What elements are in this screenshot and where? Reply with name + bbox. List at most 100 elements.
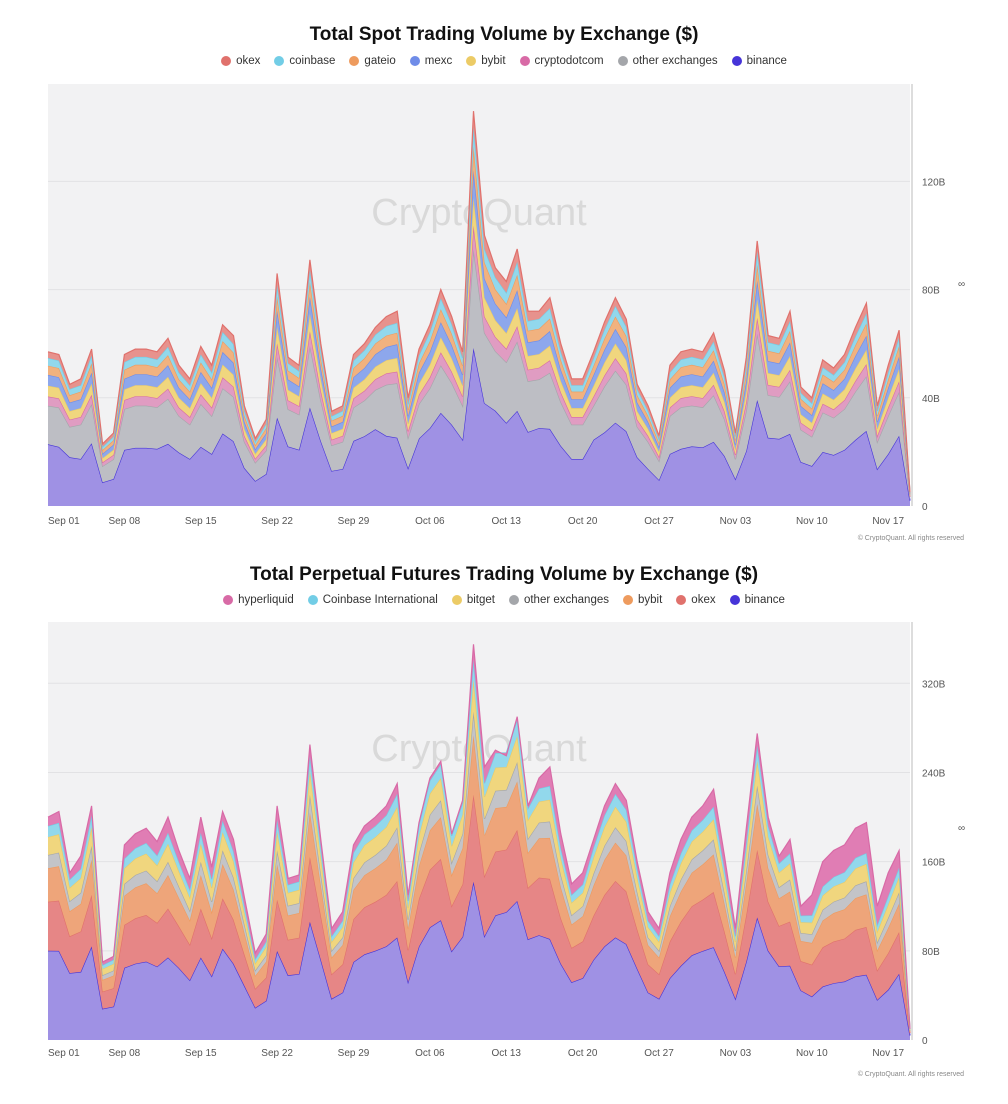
perp-x-tick-label: Oct 13 (492, 1048, 522, 1059)
spot-legend-item-okex[interactable]: okex (221, 55, 260, 67)
spot-area-cryptodotcom[interactable] (48, 225, 910, 498)
perp-y-tick-label: 320B (922, 679, 946, 690)
spot-legend-label-cryptodotcom: cryptodotcom (534, 55, 604, 67)
spot-legend-dot-cryptodotcom (519, 56, 530, 66)
spot-y-tick-label: 0 (922, 502, 928, 513)
spot-area-mexc[interactable] (48, 170, 910, 496)
perp-x-tick-label: Oct 20 (568, 1048, 598, 1059)
perp-area-coinbase-international[interactable] (48, 660, 910, 1030)
perp-legend-item-okex[interactable]: okex (676, 594, 716, 606)
spot-x-tick-label: Sep 22 (261, 516, 293, 527)
perp-legend-label-coinbase-international: Coinbase International (322, 594, 438, 606)
spot-legend-label-bybit: bybit (481, 55, 506, 67)
spot-x-tick-label: Sep 29 (338, 516, 370, 527)
spot-x-tick-label: Oct 13 (492, 516, 522, 527)
spot-legend-item-gateio[interactable]: gateio (349, 55, 396, 67)
spot-x-tick-label: Oct 06 (415, 516, 445, 527)
spot-line-okex (47, 111, 911, 493)
spot-area-okex[interactable] (48, 111, 910, 493)
perp-legend-dot-coinbase-international (307, 595, 318, 605)
perp-area-bybit[interactable] (48, 735, 910, 1034)
perp-x-tick-label: Nov 03 (720, 1048, 752, 1059)
perp-x-tick-label: Sep 08 (109, 1048, 141, 1059)
perp-volume-chart: Total Perpetual Futures Trading Volume b… (0, 558, 1008, 1098)
perp-area-okex[interactable] (48, 794, 910, 1036)
spot-legend-dot-okex (221, 56, 232, 66)
perp-legend-dot-other-exchanges (508, 595, 519, 605)
perp-area-hyperliquid[interactable] (48, 644, 910, 1030)
spot-legend-item-bybit[interactable]: bybit (466, 55, 506, 67)
perp-legend-dot-okex (676, 595, 687, 605)
perp-legend-label-hyperliquid: hyperliquid (238, 594, 294, 606)
perp-y-tick-label: 160B (922, 858, 946, 869)
perp-legend-dot-bitget (451, 595, 462, 605)
spot-legend-dot-mexc (409, 56, 420, 66)
spot-y-tick-label: 80B (922, 286, 940, 297)
spot-chart-title: Total Spot Trading Volume by Exchange ($… (309, 24, 699, 45)
perp-legend-dot-bybit (623, 595, 633, 605)
spot-legend-label-binance: binance (746, 55, 787, 67)
spot-legend-dot-gateio (349, 56, 360, 66)
spot-x-tick-label: Nov 03 (720, 516, 752, 527)
perp-x-tick-label: Nov 10 (796, 1048, 828, 1059)
spot-legend-label-mexc: mexc (424, 55, 453, 67)
perp-legend-label-other-exchanges: other exchanges (523, 594, 609, 606)
perp-legend-item-hyperliquid[interactable]: hyperliquid (223, 594, 294, 606)
spot-area-coinbase[interactable] (48, 126, 910, 494)
spot-legend-item-binance[interactable]: binance (731, 55, 787, 67)
spot-legend-label-okex: okex (236, 55, 261, 67)
spot-legend-item-coinbase[interactable]: coinbase (274, 55, 335, 67)
perp-legend-item-bybit[interactable]: bybit (623, 594, 662, 606)
spot-area-bybit[interactable] (48, 197, 910, 497)
spot-x-tick-label: Sep 08 (109, 516, 141, 527)
perp-x-tick-label: Oct 27 (644, 1048, 674, 1059)
perp-legend-item-coinbase-international[interactable]: Coinbase International (307, 594, 438, 606)
perp-y-tick-label: 240B (922, 768, 946, 779)
perp-legend-item-binance[interactable]: binance (729, 594, 785, 606)
perp-legend-item-bitget[interactable]: bitget (451, 594, 495, 606)
perp-x-tick-label: Sep 29 (338, 1048, 370, 1059)
perp-legend-dot-hyperliquid (223, 595, 234, 605)
perp-y-unit-marker: ∞ (958, 823, 965, 834)
perp-area-binance[interactable] (48, 881, 910, 1040)
perp-x-tick-label: Oct 06 (415, 1048, 445, 1059)
spot-x-tick-label: Oct 20 (568, 516, 598, 527)
spot-y-unit-marker: ∞ (958, 279, 965, 290)
spot-area-gateio[interactable] (48, 146, 910, 495)
spot-legend-dot-other-exchanges (617, 56, 628, 66)
spot-x-tick-label: Sep 15 (185, 516, 217, 527)
perp-legend-label-okex: okex (691, 594, 716, 606)
perp-legend-dot-binance (729, 595, 740, 605)
spot-legend-label-gateio: gateio (364, 55, 396, 67)
perp-legend-label-binance: binance (744, 594, 785, 606)
spot-x-tick-label: Sep 01 (48, 516, 80, 527)
spot-legend-item-mexc[interactable]: mexc (409, 55, 453, 67)
perp-line-hyperliquid (47, 644, 911, 1029)
spot-area-binance[interactable] (48, 348, 910, 506)
spot-area-other-exchanges[interactable] (48, 249, 910, 501)
spot-legend-item-cryptodotcom[interactable]: cryptodotcom (519, 55, 604, 67)
spot-x-tick-label: Nov 10 (796, 516, 828, 527)
spot-legend-item-other-exchanges[interactable]: other exchanges (617, 55, 718, 67)
spot-legend-dot-bybit (466, 56, 477, 66)
perp-x-tick-label: Nov 17 (872, 1048, 904, 1059)
spot-y-tick-label: 120B (922, 177, 946, 188)
spot-y-tick-label: 40B (922, 394, 940, 405)
perp-x-tick-label: Sep 01 (48, 1048, 80, 1059)
spot-volume-chart: Total Spot Trading Volume by Exchange ($… (0, 0, 1008, 550)
perp-legend-item-other-exchanges[interactable]: other exchanges (508, 594, 609, 606)
perp-area-bitget[interactable] (48, 679, 910, 1031)
perp-legend-label-bitget: bitget (466, 594, 495, 606)
perp-x-tick-label: Sep 22 (261, 1048, 293, 1059)
spot-copyright: © CryptoQuant. All rights reserved (857, 535, 964, 542)
perp-area-other-exchanges[interactable] (48, 711, 910, 1032)
spot-legend-label-other-exchanges: other exchanges (632, 55, 718, 67)
perp-y-tick-label: 80B (922, 947, 940, 958)
perp-y-tick-label: 0 (922, 1036, 928, 1047)
spot-x-tick-label: Oct 27 (644, 516, 674, 527)
spot-legend-dot-binance (731, 56, 742, 66)
spot-legend-label-coinbase: coinbase (289, 55, 336, 67)
spot-legend-dot-coinbase (274, 56, 285, 66)
